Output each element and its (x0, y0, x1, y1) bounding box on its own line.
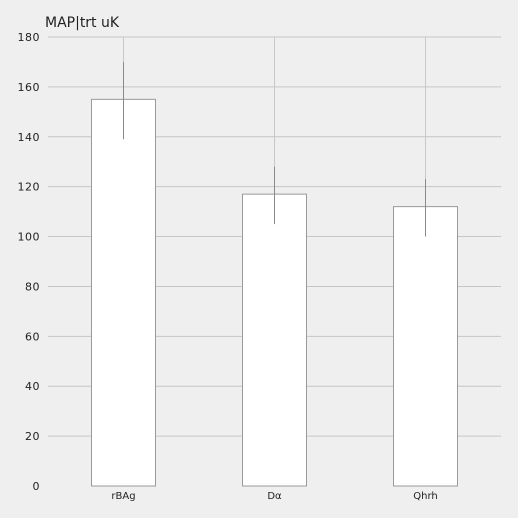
x-tick-label: rBAg (111, 491, 135, 502)
x-axis-ticks: rBAg Dα Qhrh (111, 491, 437, 502)
bar (242, 193, 307, 487)
x-tick-label: Dα (267, 491, 282, 502)
y-tick-label: 40 (25, 380, 40, 393)
y-tick-label: 160 (18, 81, 41, 94)
y-tick-label: 140 (18, 131, 41, 144)
y-tick-label: 60 (25, 330, 40, 343)
bar (393, 206, 458, 487)
bars (91, 98, 458, 487)
error-bars (123, 61, 426, 237)
y-tick-label: 20 (25, 430, 40, 443)
x-tick-label: Qhrh (413, 491, 437, 502)
y-tick-label: 180 (18, 31, 41, 44)
y-tick-label: 120 (18, 181, 41, 194)
bar (91, 98, 156, 487)
chart-title: MAP|trt uK (45, 15, 120, 31)
y-tick-label: 80 (25, 280, 40, 293)
y-tick-label: 100 (18, 231, 41, 244)
y-axis-ticks: 0 20 40 60 80 100 120 140 160 180 (18, 31, 41, 493)
y-tick-label: 0 (33, 480, 41, 493)
